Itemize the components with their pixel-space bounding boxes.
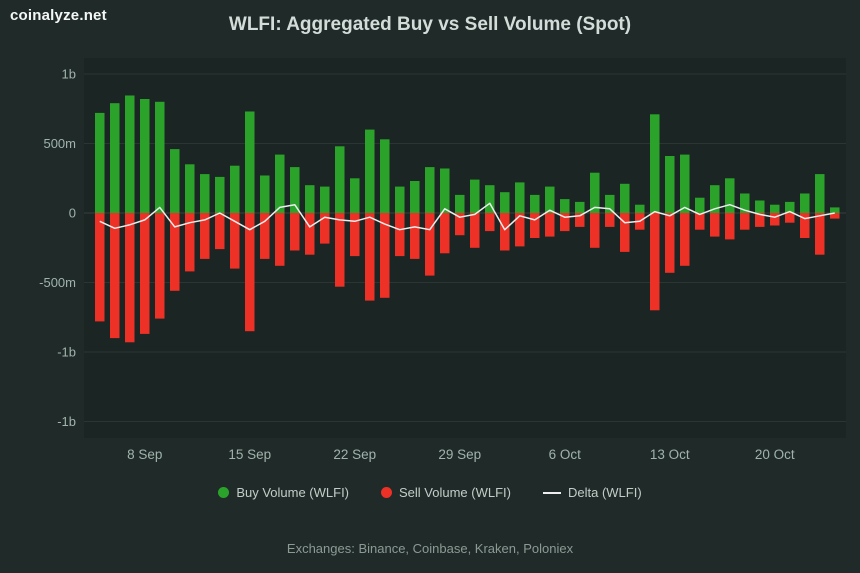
svg-text:1b: 1b xyxy=(62,67,76,82)
chart-legend: Buy Volume (WLFI) Sell Volume (WLFI) Del… xyxy=(0,485,860,500)
delta-line-icon xyxy=(543,491,561,494)
svg-text:8 Sep: 8 Sep xyxy=(127,447,162,462)
svg-text:20 Oct: 20 Oct xyxy=(755,447,795,462)
coinalyze-logo[interactable]: coinalyze.net xyxy=(10,7,107,24)
svg-text:-1b: -1b xyxy=(57,414,76,429)
svg-text:6 Oct: 6 Oct xyxy=(549,447,582,462)
sell-volume-dot-icon xyxy=(381,487,393,498)
svg-text:-500m: -500m xyxy=(39,275,76,290)
svg-text:-1b: -1b xyxy=(57,345,76,360)
svg-text:15 Sep: 15 Sep xyxy=(228,447,271,462)
buy-volume-dot-icon xyxy=(218,487,230,498)
svg-text:0: 0 xyxy=(69,206,76,221)
legend-label-delta: Delta (WLFI) xyxy=(568,485,642,500)
legend-label-buy-volume: Buy Volume (WLFI) xyxy=(236,485,350,500)
legend-item-delta[interactable]: Delta (WLFI) xyxy=(543,485,642,500)
svg-text:22 Sep: 22 Sep xyxy=(333,447,376,462)
legend-item-buy-volume[interactable]: Buy Volume (WLFI) xyxy=(218,485,349,500)
svg-text:29 Sep: 29 Sep xyxy=(438,447,481,462)
exchanges-note: Exchanges: Binance, Coinbase, Kraken, Po… xyxy=(286,541,574,556)
svg-text:500m: 500m xyxy=(43,136,76,151)
svg-text:13 Oct: 13 Oct xyxy=(650,447,690,462)
legend-item-sell-volume[interactable]: Sell Volume (WLFI) xyxy=(381,485,511,500)
chart-title: WLFI: Aggregated Buy vs Sell Volume (Spo… xyxy=(228,14,632,35)
legend-label-sell-volume: Sell Volume (WLFI) xyxy=(399,485,511,500)
